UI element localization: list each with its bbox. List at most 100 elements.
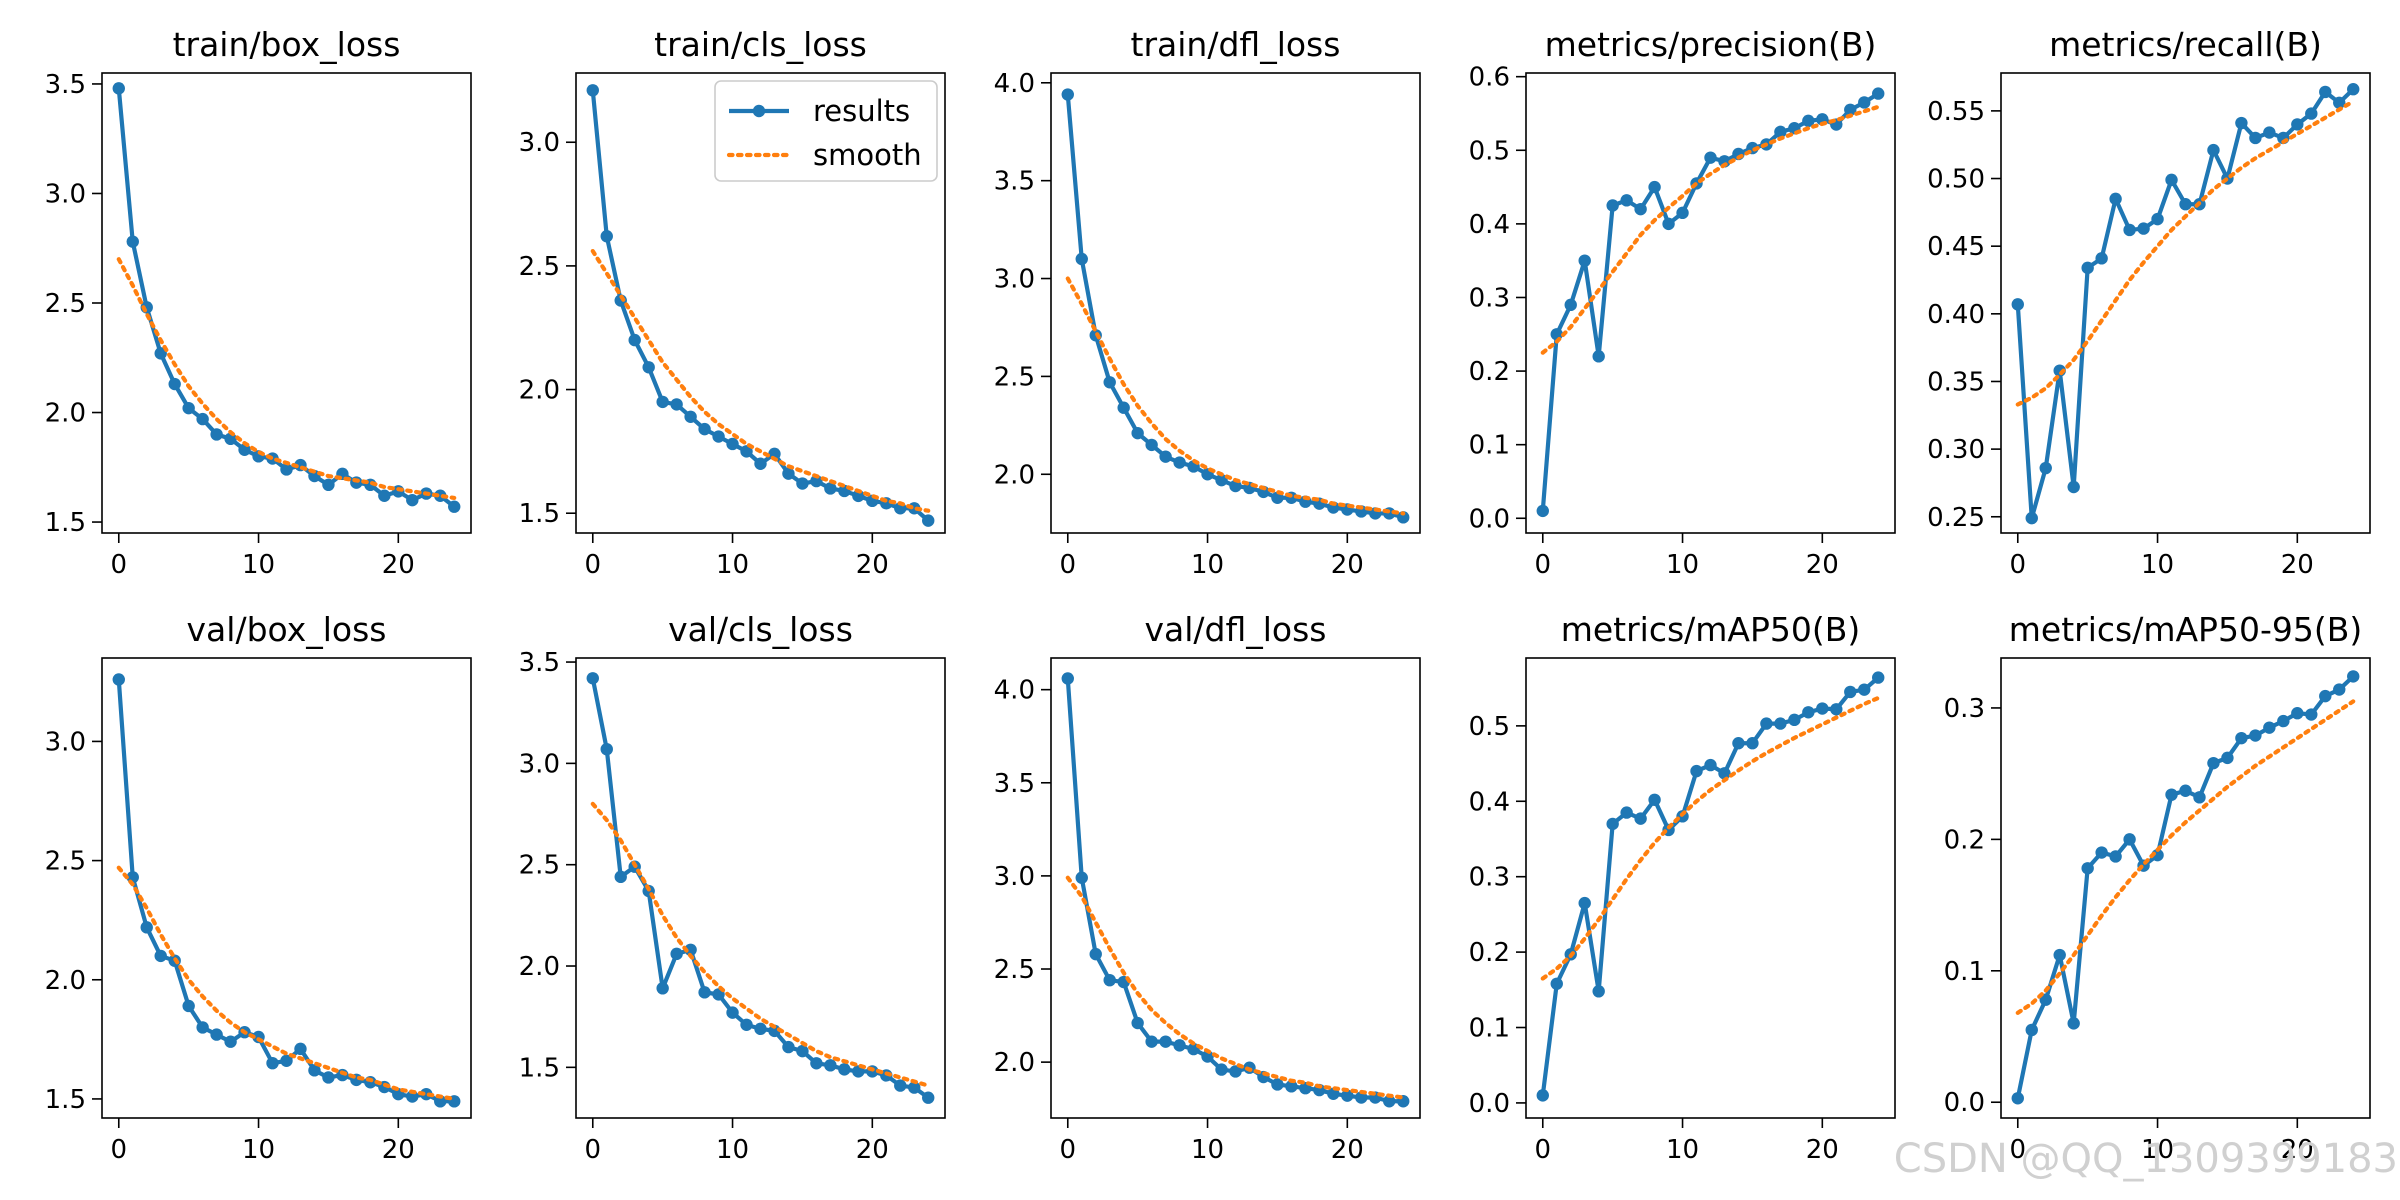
results-line (1065, 94, 1404, 520)
x-tick-label: 10 (1666, 1135, 1699, 1165)
results-point (1075, 871, 1088, 884)
results-point (1774, 717, 1787, 730)
results-point (1690, 764, 1703, 778)
results-point (1131, 426, 1144, 440)
results-point (600, 230, 613, 243)
results-point (1173, 1039, 1186, 1052)
y-tick-label: 0.5 (1469, 712, 1510, 742)
results-point (280, 1054, 293, 1067)
y-tick-label: 3.5 (45, 70, 86, 100)
y-tick-label: 0.50 (1927, 165, 1985, 195)
results-point (2095, 252, 2108, 265)
results-point (698, 986, 711, 999)
y-tick-label: 0.4 (1469, 787, 1510, 817)
y-tick-label: 0.55 (1927, 97, 1985, 127)
results-point (322, 478, 335, 492)
subplot-5: val/box_loss 0 10 20 1.5 2.0 2.5 3.0 (45, 610, 472, 1165)
plot-frame (1050, 657, 1421, 1119)
results-point (1816, 702, 1829, 715)
subplot-0: train/box_loss 0 10 20 1.5 2.0 2.5 3.0 3.5 (45, 25, 472, 580)
y-tick-label: 4.0 (994, 69, 1035, 99)
results-point (2347, 83, 2360, 96)
results-point (922, 514, 935, 527)
results-point (1383, 1095, 1396, 1108)
results-point (1103, 973, 1116, 987)
y-tick-label: 1.5 (519, 499, 560, 529)
results-point (2123, 833, 2136, 846)
results-point (2277, 714, 2290, 728)
y-tick-label: 3.5 (994, 769, 1035, 799)
results-point (420, 1087, 433, 1101)
subplot-title: metrics/precision(B) (1545, 25, 1877, 64)
results-point (1564, 298, 1577, 312)
results-point (670, 947, 683, 961)
results-point (1285, 1080, 1298, 1093)
results-point (740, 445, 753, 458)
x-tick-label: 0 (1059, 1135, 1076, 1165)
results-point (1215, 473, 1228, 487)
x-tick-label: 10 (242, 1135, 275, 1165)
y-tick-label: 0.25 (1927, 503, 1985, 533)
subplot-title: val/box_loss (187, 610, 387, 649)
y-tick-label: 3.0 (519, 128, 560, 158)
y-tick-label: 3.0 (519, 749, 560, 779)
subplot-title: metrics/mAP50(B) (1561, 610, 1861, 649)
results-point (1872, 671, 1885, 684)
smooth-line (116, 865, 457, 1102)
results-point (684, 410, 697, 423)
results-point (2039, 993, 2052, 1006)
y-tick-label: 2.5 (45, 289, 86, 319)
y-tick-label: 0.3 (1469, 283, 1510, 313)
results-point (1662, 217, 1675, 231)
results-point (154, 949, 167, 963)
results-point (2095, 846, 2108, 859)
y-tick-label: 2.5 (519, 851, 560, 881)
results-point (294, 1042, 307, 1056)
results-point (908, 1081, 921, 1094)
results-point (2165, 173, 2178, 187)
x-tick-label: 20 (1806, 1135, 1839, 1165)
plot-frame (575, 72, 946, 534)
subplot-title: train/dfl_loss (1131, 25, 1341, 64)
results-point (322, 1071, 335, 1084)
results-point (796, 1044, 809, 1058)
plot-frame (101, 657, 472, 1119)
results-point (2179, 784, 2192, 797)
results-point (656, 395, 669, 409)
results-point (1201, 1050, 1214, 1063)
results-point (698, 422, 711, 436)
results-point (378, 489, 391, 502)
y-tick-label: 0.1 (1469, 431, 1510, 461)
results-point (670, 398, 683, 411)
y-tick-label: 3.0 (994, 265, 1035, 295)
y-tick-label: 1.5 (45, 508, 86, 538)
results-point (2263, 721, 2276, 734)
results-point (2123, 223, 2136, 237)
y-tick-label: 2.5 (45, 847, 86, 877)
results-point (754, 1022, 767, 1036)
y-tick-label: 0.0 (1469, 504, 1510, 534)
csdn-watermark: CSDN @QQ_1309399183 (1893, 1136, 2398, 1182)
results-point (1271, 1078, 1284, 1091)
results-point (1103, 376, 1116, 389)
y-tick-label: 0.45 (1927, 232, 1985, 262)
smooth-line (2015, 699, 2356, 1015)
y-tick-label: 2.0 (519, 376, 560, 406)
results-point (2109, 850, 2122, 863)
results-point (684, 943, 697, 957)
results-point (2179, 198, 2192, 211)
y-tick-label: 2.0 (45, 966, 86, 996)
results-point (2081, 862, 2094, 875)
results-point (1620, 194, 1633, 207)
results-point (350, 476, 363, 489)
y-tick-label: 0.0 (1944, 1088, 1985, 1118)
y-tick-label: 2.0 (994, 460, 1035, 490)
subplot-8: metrics/mAP50(B) 0 10 20 0.0 0.1 0.2 0.3 0.4 0.5 (1469, 610, 1896, 1165)
results-point (1397, 511, 1410, 524)
results-point (2067, 1017, 2080, 1030)
results-point (1718, 767, 1731, 780)
results-point (2025, 511, 2038, 525)
results-point (1117, 401, 1130, 414)
results-line (2015, 87, 2355, 521)
